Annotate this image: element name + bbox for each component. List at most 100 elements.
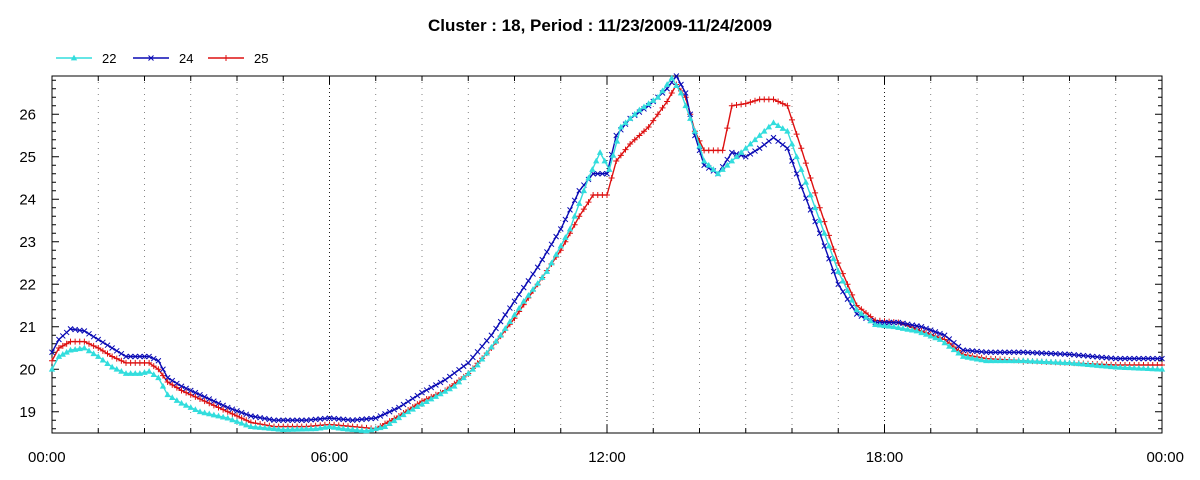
data-point xyxy=(1006,357,1013,364)
data-point xyxy=(742,144,749,151)
data-point xyxy=(802,160,809,167)
data-point xyxy=(386,408,393,415)
data-point xyxy=(211,398,217,404)
data-point xyxy=(423,398,430,404)
data-point xyxy=(1066,359,1073,366)
legend-label: 25 xyxy=(254,51,268,66)
data-point xyxy=(294,417,300,424)
data-point xyxy=(317,416,324,422)
data-point xyxy=(830,246,837,253)
data-point xyxy=(252,423,259,430)
data-point xyxy=(474,361,481,368)
data-point xyxy=(243,421,250,428)
data-point xyxy=(1006,349,1013,356)
data-point xyxy=(1107,363,1115,370)
data-point xyxy=(224,408,231,415)
data-point xyxy=(95,345,102,351)
data-point xyxy=(118,368,125,374)
data-point xyxy=(1098,362,1106,369)
data-point xyxy=(289,417,296,424)
data-point xyxy=(673,73,680,79)
legend-item-22: 22 xyxy=(56,51,116,66)
data-point xyxy=(284,426,292,432)
data-point xyxy=(192,406,199,413)
data-point xyxy=(969,348,976,354)
data-point xyxy=(1015,349,1022,356)
data-point xyxy=(659,104,666,111)
data-point xyxy=(747,151,754,157)
data-point xyxy=(520,284,527,291)
data-point xyxy=(1089,353,1096,360)
data-point xyxy=(1131,364,1138,371)
data-point xyxy=(266,416,273,423)
data-point xyxy=(988,349,994,356)
data-point xyxy=(700,157,708,164)
data-point xyxy=(941,339,948,346)
data-point xyxy=(530,271,536,277)
data-point xyxy=(567,207,573,213)
data-point xyxy=(506,318,514,325)
data-point xyxy=(640,103,648,110)
data-point xyxy=(409,395,416,402)
data-point xyxy=(354,426,361,433)
data-point xyxy=(946,336,953,342)
data-point xyxy=(335,424,342,431)
data-point xyxy=(502,311,509,318)
data-point xyxy=(293,425,301,432)
y-tick-label: 23 xyxy=(19,234,36,251)
data-point xyxy=(81,328,88,334)
data-point xyxy=(807,191,814,198)
data-point xyxy=(1048,350,1054,357)
data-point xyxy=(1126,355,1133,362)
data-point xyxy=(340,416,347,423)
series-24 xyxy=(49,73,1165,424)
data-point xyxy=(918,329,925,336)
data-point xyxy=(914,323,920,329)
data-point xyxy=(141,353,148,360)
data-point xyxy=(784,127,791,134)
data-point xyxy=(1043,350,1050,357)
data-point xyxy=(146,353,152,360)
data-point xyxy=(789,158,795,164)
data-point xyxy=(460,374,467,381)
data-point xyxy=(571,221,578,228)
data-point xyxy=(372,425,379,432)
series-22 xyxy=(48,74,1166,434)
data-point xyxy=(742,100,749,107)
data-point xyxy=(627,141,634,147)
data-point xyxy=(682,90,689,96)
data-point xyxy=(770,96,777,103)
data-point xyxy=(909,322,916,328)
data-point xyxy=(169,377,176,384)
y-tick-label: 22 xyxy=(19,276,36,293)
data-point xyxy=(663,81,671,87)
data-point xyxy=(959,353,967,359)
data-point xyxy=(1131,355,1138,362)
data-point xyxy=(1075,360,1082,367)
data-point xyxy=(257,414,263,421)
data-point xyxy=(90,333,97,340)
data-point xyxy=(631,136,638,143)
data-point xyxy=(617,152,624,159)
data-point xyxy=(1052,358,1059,365)
data-point xyxy=(923,325,929,332)
data-point xyxy=(516,291,522,298)
data-point xyxy=(229,406,236,413)
data-point xyxy=(1075,352,1082,359)
data-point xyxy=(266,425,273,431)
x-tick-label: 12:00 xyxy=(588,449,626,466)
data-point xyxy=(844,281,851,288)
data-point xyxy=(118,357,125,364)
data-point xyxy=(719,147,726,154)
data-point xyxy=(1038,358,1045,364)
data-point xyxy=(428,384,435,391)
data-point xyxy=(322,415,328,422)
data-point xyxy=(206,410,213,417)
data-point xyxy=(451,370,458,376)
data-point xyxy=(164,379,171,385)
data-point xyxy=(285,417,291,424)
data-point xyxy=(280,426,287,432)
data-point xyxy=(1126,364,1133,371)
data-point xyxy=(969,354,976,361)
data-point xyxy=(76,327,83,334)
